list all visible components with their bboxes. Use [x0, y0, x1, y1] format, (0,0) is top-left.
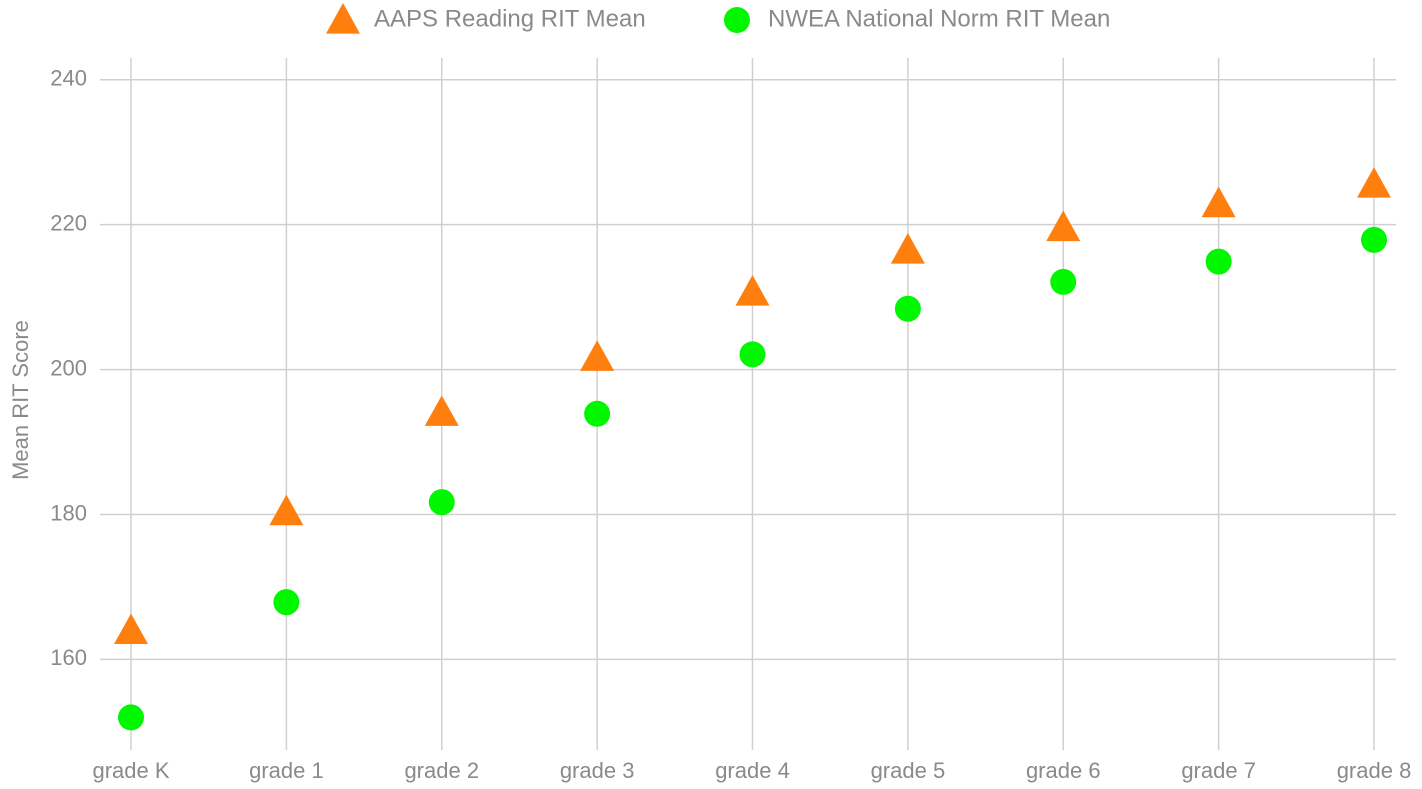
point	[1050, 268, 1077, 295]
legend-label: NWEA National Norm RIT Mean	[768, 5, 1110, 32]
legend-marker	[326, 3, 360, 34]
point	[1361, 226, 1387, 253]
point	[273, 589, 300, 616]
point	[1357, 167, 1391, 198]
y-tick-label: 200	[50, 355, 87, 380]
point	[894, 295, 921, 322]
point	[424, 395, 459, 426]
point	[1205, 248, 1232, 275]
point	[890, 233, 925, 264]
legend-marker	[724, 7, 750, 33]
y-tick-label: 240	[50, 66, 87, 91]
x-tick-label: grade 5	[871, 758, 946, 783]
x-tick-label: grade 8	[1337, 758, 1412, 783]
x-tick-label: grade 3	[560, 758, 635, 783]
x-tick-label: grade 7	[1181, 758, 1256, 783]
point	[580, 340, 615, 371]
y-tick-label: 160	[50, 645, 87, 670]
y-axis-label: Mean RIT Score	[8, 320, 33, 480]
point	[1201, 186, 1236, 218]
point	[1046, 210, 1081, 242]
x-tick-label: grade 2	[404, 758, 479, 783]
point	[118, 704, 144, 731]
point	[428, 489, 455, 516]
x-tick-label: grade 6	[1026, 758, 1101, 783]
x-tick-label: grade 1	[249, 758, 324, 783]
y-tick-label: 220	[50, 210, 87, 235]
x-tick-label: grade 4	[715, 758, 790, 783]
point	[739, 341, 766, 368]
point	[269, 494, 304, 526]
x-tick-label: grade K	[92, 758, 169, 783]
legend-label: AAPS Reading RIT Mean	[374, 5, 646, 32]
point	[114, 613, 148, 645]
y-tick-label: 180	[50, 500, 87, 525]
point	[735, 275, 770, 306]
point	[584, 400, 611, 427]
